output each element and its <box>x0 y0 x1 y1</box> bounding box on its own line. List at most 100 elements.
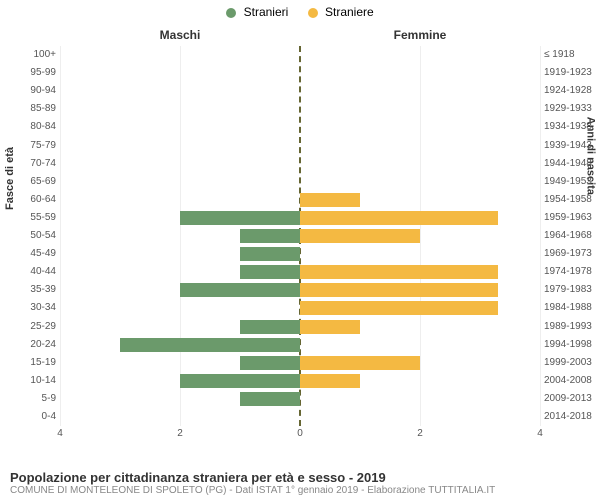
legend-swatch-male <box>226 8 236 18</box>
age-label: 45-49 <box>12 245 56 263</box>
birth-year-label: 1994-1998 <box>544 336 598 354</box>
bar-male <box>240 247 300 261</box>
birth-year-label: 2014-2018 <box>544 408 598 426</box>
chart-title: Popolazione per cittadinanza straniera p… <box>10 470 590 485</box>
bar-male <box>180 283 300 297</box>
age-label: 15-19 <box>12 354 56 372</box>
age-label: 90-94 <box>12 82 56 100</box>
bar-female <box>300 265 498 279</box>
birth-year-label: 1934-1938 <box>544 118 598 136</box>
birth-year-label: 1949-1953 <box>544 173 598 191</box>
age-label: 85-89 <box>12 100 56 118</box>
bar-male <box>180 211 300 225</box>
chart-subtitle: COMUNE DI MONTELEONE DI SPOLETO (PG) - D… <box>10 485 590 496</box>
age-label: 20-24 <box>12 336 56 354</box>
bar-female <box>300 211 498 225</box>
age-row: 65-691949-1953 <box>60 173 540 191</box>
bar-male <box>240 320 300 334</box>
birth-year-label: 1974-1978 <box>544 263 598 281</box>
age-row: 90-941924-1928 <box>60 82 540 100</box>
column-header-male: Maschi <box>60 28 300 42</box>
birth-year-label: 1984-1988 <box>544 299 598 317</box>
legend-item-male: Stranieri <box>226 5 288 19</box>
age-row: 50-541964-1968 <box>60 227 540 245</box>
bar-male <box>180 374 300 388</box>
age-row: 95-991919-1923 <box>60 64 540 82</box>
birth-year-label: 2009-2013 <box>544 390 598 408</box>
grid-line <box>540 46 541 426</box>
legend-swatch-female <box>308 8 318 18</box>
age-label: 10-14 <box>12 372 56 390</box>
bar-female <box>300 374 360 388</box>
bar-male <box>240 265 300 279</box>
age-label: 60-64 <box>12 191 56 209</box>
bar-male <box>120 338 300 352</box>
birth-year-label: 1954-1958 <box>544 191 598 209</box>
age-row: 100+≤ 1918 <box>60 46 540 64</box>
birth-year-label: 1979-1983 <box>544 281 598 299</box>
birth-year-label: 1939-1943 <box>544 137 598 155</box>
age-row: 0-42014-2018 <box>60 408 540 426</box>
age-row: 20-241994-1998 <box>60 336 540 354</box>
age-label: 65-69 <box>12 173 56 191</box>
age-label: 50-54 <box>12 227 56 245</box>
age-label: 55-59 <box>12 209 56 227</box>
birth-year-label: 1924-1928 <box>544 82 598 100</box>
age-label: 5-9 <box>12 390 56 408</box>
column-header-female: Femmine <box>300 28 540 42</box>
bar-female <box>300 283 498 297</box>
bar-female <box>300 301 498 315</box>
age-row: 55-591959-1963 <box>60 209 540 227</box>
bar-male <box>240 392 300 406</box>
birth-year-label: ≤ 1918 <box>544 46 598 64</box>
legend: Stranieri Straniere <box>0 5 600 19</box>
age-row: 10-142004-2008 <box>60 372 540 390</box>
birth-year-label: 1999-2003 <box>544 354 598 372</box>
age-row: 15-191999-2003 <box>60 354 540 372</box>
legend-item-female: Straniere <box>308 5 374 19</box>
birth-year-label: 1959-1963 <box>544 209 598 227</box>
age-label: 25-29 <box>12 318 56 336</box>
birth-year-label: 2004-2008 <box>544 372 598 390</box>
legend-label-female: Straniere <box>325 5 374 19</box>
chart-area: Maschi Femmine 42024100+≤ 191895-991919-… <box>60 28 540 448</box>
age-label: 35-39 <box>12 281 56 299</box>
age-label: 80-84 <box>12 118 56 136</box>
age-row: 45-491969-1973 <box>60 245 540 263</box>
bar-female <box>300 320 360 334</box>
age-row: 25-291989-1993 <box>60 318 540 336</box>
x-tick: 2 <box>170 428 190 439</box>
birth-year-label: 1969-1973 <box>544 245 598 263</box>
age-label: 70-74 <box>12 155 56 173</box>
birth-year-label: 1944-1948 <box>544 155 598 173</box>
bar-female <box>300 356 420 370</box>
age-row: 40-441974-1978 <box>60 263 540 281</box>
age-row: 35-391979-1983 <box>60 281 540 299</box>
age-row: 30-341984-1988 <box>60 299 540 317</box>
bar-male <box>240 229 300 243</box>
bar-female <box>300 193 360 207</box>
age-row: 75-791939-1943 <box>60 137 540 155</box>
x-tick: 2 <box>410 428 430 439</box>
age-row: 5-92009-2013 <box>60 390 540 408</box>
age-label: 40-44 <box>12 263 56 281</box>
age-row: 60-641954-1958 <box>60 191 540 209</box>
age-label: 30-34 <box>12 299 56 317</box>
bar-male <box>240 356 300 370</box>
age-row: 85-891929-1933 <box>60 100 540 118</box>
age-row: 80-841934-1938 <box>60 118 540 136</box>
birth-year-label: 1919-1923 <box>544 64 598 82</box>
plot: 42024100+≤ 191895-991919-192390-941924-1… <box>60 46 540 426</box>
birth-year-label: 1964-1968 <box>544 227 598 245</box>
age-label: 100+ <box>12 46 56 64</box>
x-tick: 4 <box>50 428 70 439</box>
age-label: 95-99 <box>12 64 56 82</box>
birth-year-label: 1929-1933 <box>544 100 598 118</box>
x-tick: 4 <box>530 428 550 439</box>
age-label: 0-4 <box>12 408 56 426</box>
age-label: 75-79 <box>12 137 56 155</box>
footer: Popolazione per cittadinanza straniera p… <box>10 470 590 496</box>
age-row: 70-741944-1948 <box>60 155 540 173</box>
x-tick: 0 <box>290 428 310 439</box>
bar-female <box>300 229 420 243</box>
